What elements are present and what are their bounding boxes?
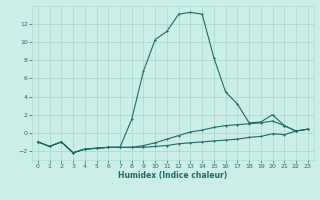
X-axis label: Humidex (Indice chaleur): Humidex (Indice chaleur) (118, 171, 228, 180)
